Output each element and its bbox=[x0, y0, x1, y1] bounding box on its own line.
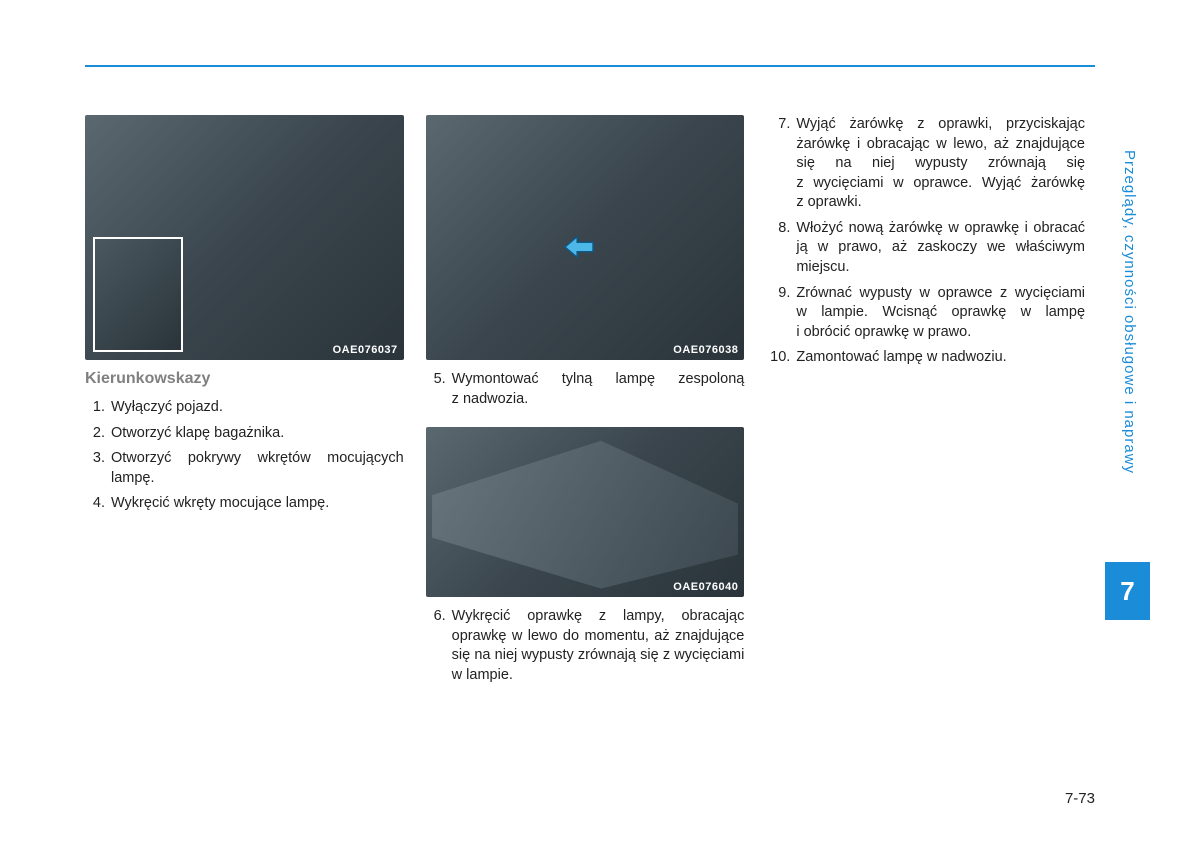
col1-steps: 1.Wyłączyć pojazd.2.Otworzyć klapę bagaż… bbox=[85, 398, 404, 514]
instruction-step: 6.Wykręcić oprawkę z lampy, obracając op… bbox=[426, 607, 745, 685]
figure-1-id: OAE076037 bbox=[333, 344, 398, 356]
figure-2-id: OAE076038 bbox=[673, 344, 738, 356]
instruction-step: 4.Wykręcić wkręty mocujące lampę. bbox=[85, 494, 404, 514]
figure-3-shape bbox=[426, 427, 745, 597]
step-text: Wykręcić wkręty mocujące lampę. bbox=[111, 494, 404, 514]
step-number: 1. bbox=[85, 398, 111, 418]
content-columns: OAE076037 Kierunkowskazy 1.Wyłączyć poja… bbox=[85, 115, 1085, 691]
instruction-step: 7.Wyjąć żarówkę z oprawki, przyciskając … bbox=[766, 115, 1085, 213]
instruction-step: 9.Zrównać wypusty w oprawce z wycięciami… bbox=[766, 284, 1085, 343]
step-text: Wyłączyć pojazd. bbox=[111, 398, 404, 418]
step-number: 6. bbox=[426, 607, 452, 685]
step-text: Zrównać wypusty w oprawce z wycięciami w… bbox=[796, 284, 1085, 343]
page-number: 7-73 bbox=[1065, 790, 1095, 807]
step-text: Otworzyć pokrywy wkrętów mocujących lamp… bbox=[111, 449, 404, 488]
step-text: Wyjąć żarówkę z oprawki, przyciskając ża… bbox=[796, 115, 1085, 213]
step-text: Otworzyć klapę bagażnika. bbox=[111, 424, 404, 444]
step-number: 4. bbox=[85, 494, 111, 514]
step-number: 2. bbox=[85, 424, 111, 444]
instruction-step: 10.Zamontować lampę w nadwoziu. bbox=[766, 348, 1085, 368]
column-1: OAE076037 Kierunkowskazy 1.Wyłączyć poja… bbox=[85, 115, 404, 691]
top-divider bbox=[85, 65, 1095, 67]
step-number: 8. bbox=[766, 219, 796, 278]
step-text: Wymontować tylną lampę zespoloną z nadwo… bbox=[452, 370, 745, 409]
instruction-step: 2.Otworzyć klapę bagażnika. bbox=[85, 424, 404, 444]
col2-steps-a: 5.Wymontować tylną lampę zespoloną z nad… bbox=[426, 370, 745, 409]
sidebar-chapter-title: Przeglądy, czynności obsługowe i naprawy bbox=[1121, 150, 1138, 474]
col3-steps: 7.Wyjąć żarówkę z oprawki, przyciskając … bbox=[766, 115, 1085, 368]
section-title: Kierunkowskazy bbox=[85, 370, 404, 388]
arrow-icon bbox=[560, 233, 598, 261]
figure-3-id: OAE076040 bbox=[673, 581, 738, 593]
col2-steps-b: 6.Wykręcić oprawkę z lampy, obracając op… bbox=[426, 607, 745, 685]
step-number: 7. bbox=[766, 115, 796, 213]
step-number: 3. bbox=[85, 449, 111, 488]
step-text: Włożyć nową żarówkę w oprawkę i obracać … bbox=[796, 219, 1085, 278]
instruction-step: 3.Otworzyć pokrywy wkrętów mocujących la… bbox=[85, 449, 404, 488]
instruction-step: 1.Wyłączyć pojazd. bbox=[85, 398, 404, 418]
column-3: 7.Wyjąć żarówkę z oprawki, przyciskając … bbox=[766, 115, 1085, 691]
step-text: Wykręcić oprawkę z lampy, obracając opra… bbox=[452, 607, 745, 685]
figure-1: OAE076037 bbox=[85, 115, 404, 360]
step-number: 10. bbox=[766, 348, 796, 368]
chapter-tab: 7 bbox=[1105, 562, 1150, 620]
instruction-step: 5.Wymontować tylną lampę zespoloną z nad… bbox=[426, 370, 745, 409]
instruction-step: 8.Włożyć nową żarówkę w oprawkę i obraca… bbox=[766, 219, 1085, 278]
figure-3: OAE076040 bbox=[426, 427, 745, 597]
step-text: Zamontować lampę w nadwoziu. bbox=[796, 348, 1085, 368]
figure-2: OAE076038 bbox=[426, 115, 745, 360]
step-number: 9. bbox=[766, 284, 796, 343]
column-2: OAE076038 5.Wymontować tylną lampę zespo… bbox=[426, 115, 745, 691]
figure-1-inset bbox=[93, 237, 183, 352]
step-number: 5. bbox=[426, 370, 452, 409]
